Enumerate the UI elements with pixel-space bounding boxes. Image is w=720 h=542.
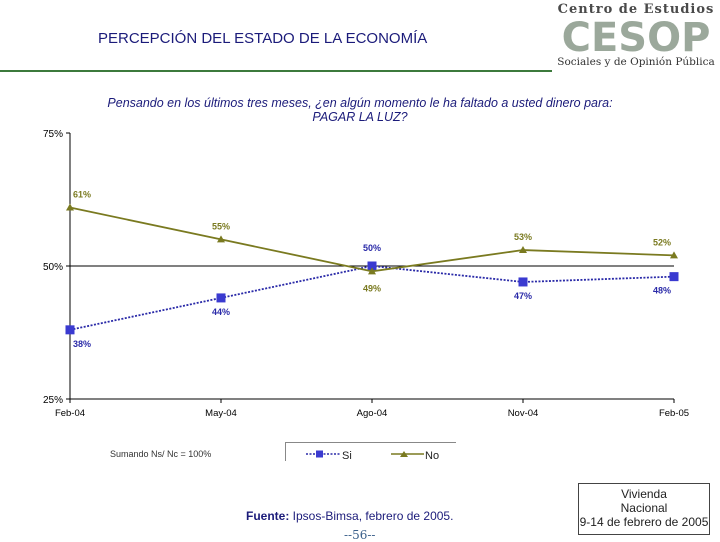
chart-note: Sumando Ns/ Nc = 100% xyxy=(110,449,212,459)
point-no xyxy=(368,267,376,275)
header-divider xyxy=(0,70,552,72)
page-number: --56-- xyxy=(344,528,376,542)
point-si xyxy=(669,272,679,282)
logo-line3: Sociales y de Opinión Pública xyxy=(557,56,715,68)
point-si xyxy=(65,325,75,335)
data-label-no: 61% xyxy=(73,189,91,199)
legend-no-marker xyxy=(400,451,408,457)
y-tick-label: 75% xyxy=(43,129,63,140)
data-label-si: 48% xyxy=(653,286,671,296)
x-tick-label: Ago-04 xyxy=(357,408,388,419)
legend-no-label: No xyxy=(425,450,439,461)
box-line3: 9-14 de febrero de 2005 xyxy=(579,515,709,529)
box-line2: Nacional xyxy=(620,501,668,515)
point-no xyxy=(519,246,527,254)
x-tick-label: Nov-04 xyxy=(508,408,539,419)
x-tick-label: May-04 xyxy=(205,408,237,419)
data-label-no: 53% xyxy=(514,232,532,242)
y-tick-label: 50% xyxy=(43,262,63,273)
page-title: PERCEPCIÓN DEL ESTADO DE LA ECONOMÍA xyxy=(98,30,428,47)
data-label-no: 55% xyxy=(212,221,230,231)
source-label: Fuente: xyxy=(246,509,290,523)
survey-question: Pensando en los últimos tres meses, ¿en … xyxy=(40,96,680,124)
point-si xyxy=(367,261,377,271)
series-line-si xyxy=(69,265,675,331)
point-no xyxy=(670,251,678,259)
x-tick-label: Feb-05 xyxy=(659,408,689,419)
source-text: Ipsos-Bimsa, febrero de 2005. xyxy=(289,509,454,523)
source-citation: Fuente: Ipsos-Bimsa, febrero de 2005. xyxy=(246,509,453,523)
legend-si-label: Si xyxy=(342,450,352,461)
point-si xyxy=(518,277,528,287)
data-label-si: 38% xyxy=(73,339,91,349)
cesop-logo: Centro de Estudios CESOP Sociales y de O… xyxy=(553,0,720,70)
y-tick-label: 25% xyxy=(43,395,63,406)
logo-acronym: CESOP xyxy=(562,15,711,61)
logo-line1: Centro de Estudios xyxy=(558,2,715,17)
data-label-no: 49% xyxy=(363,283,381,293)
box-line1: Vivienda xyxy=(621,487,667,501)
data-label-si: 50% xyxy=(363,243,381,253)
data-label-no: 52% xyxy=(653,237,671,247)
question-line1: Pensando en los últimos tres meses, ¿en … xyxy=(107,96,613,110)
legend-si-marker xyxy=(316,450,323,458)
point-no xyxy=(217,235,225,243)
point-no xyxy=(66,203,74,211)
chart-legend: Si No xyxy=(285,442,456,462)
point-si xyxy=(216,293,226,303)
question-line2: PAGAR LA LUZ? xyxy=(312,110,408,124)
survey-info-box: Vivienda Nacional 9-14 de febrero de 200… xyxy=(578,483,710,535)
data-label-si: 47% xyxy=(514,291,532,301)
x-tick-label: Feb-04 xyxy=(55,408,85,419)
data-label-si: 44% xyxy=(212,307,230,317)
